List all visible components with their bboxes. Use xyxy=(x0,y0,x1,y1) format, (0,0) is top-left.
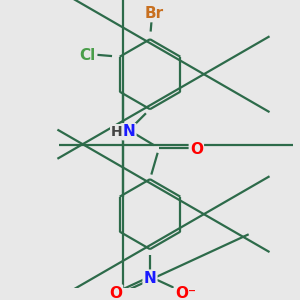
Text: Br: Br xyxy=(145,6,164,21)
Text: O⁻: O⁻ xyxy=(175,286,196,300)
Text: N: N xyxy=(144,271,156,286)
Text: O: O xyxy=(109,286,122,300)
Text: H: H xyxy=(111,125,122,139)
Text: O: O xyxy=(190,142,203,157)
Text: Cl: Cl xyxy=(80,48,96,63)
Text: N: N xyxy=(123,124,135,139)
